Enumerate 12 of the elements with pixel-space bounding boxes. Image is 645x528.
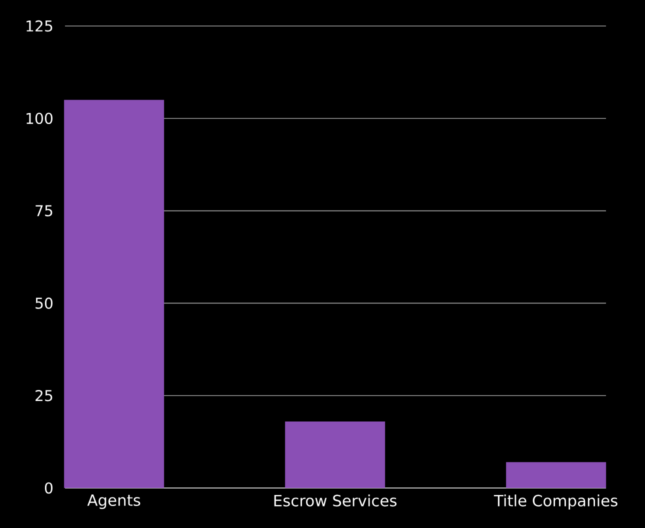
y-tick-label: 0: [44, 482, 52, 494]
y-tick-label: 125: [26, 20, 52, 32]
x-tick-label: Escrow Services: [274, 494, 397, 506]
bar: [285, 421, 386, 488]
bar: [506, 462, 606, 488]
bar: [64, 100, 164, 488]
x-tick-label: Title Companies: [494, 494, 618, 510]
y-tick-label: 100: [26, 112, 52, 124]
y-tick-label: 25: [36, 390, 52, 402]
y-tick-label: 75: [36, 205, 52, 216]
x-tick-label: Agents: [87, 494, 140, 509]
y-tick-label: 50: [36, 298, 52, 309]
